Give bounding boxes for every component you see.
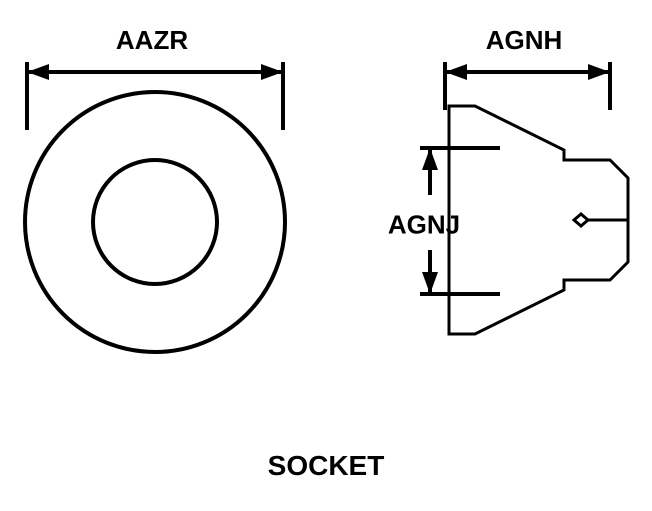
diagram-title: SOCKET — [0, 450, 652, 482]
diagram-canvas: AAZR AGNH AGNJ SOCKET — [0, 0, 652, 511]
label-agnh: AGNH — [486, 25, 563, 56]
dimension-agnj — [0, 0, 652, 511]
label-agnj: AGNJ — [388, 210, 460, 241]
label-aazr: AAZR — [116, 25, 188, 56]
